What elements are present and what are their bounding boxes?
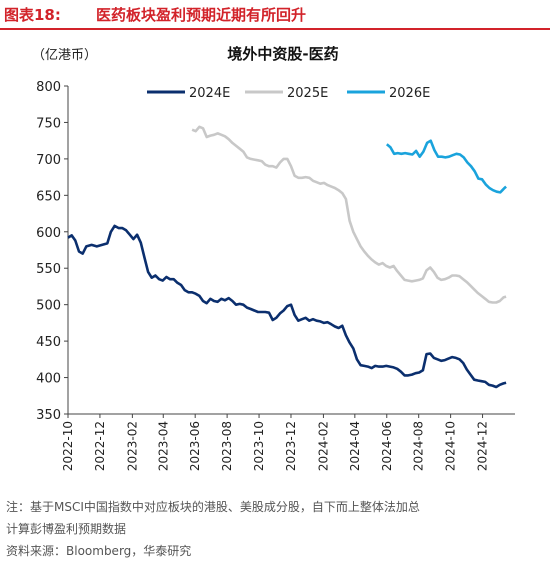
- y-tick-label: 700: [36, 153, 61, 168]
- y-unit-label: （亿港币）: [32, 48, 97, 63]
- y-tick-label: 800: [36, 80, 61, 95]
- figure-title: 医药板块盈利预期近期有所回升: [96, 6, 307, 24]
- x-tick-label: 2024-06: [380, 421, 394, 471]
- footnotes: 注：基于MSCI中国指数中对应板块的港股、美股成分股，自下而上整体法加总 计算彭…: [6, 496, 546, 562]
- x-tick-label: 2022-12: [93, 421, 107, 471]
- x-tick-label: 2023-04: [156, 421, 170, 471]
- y-tick-label: 350: [36, 408, 61, 423]
- x-tick-label: 2024-08: [412, 421, 426, 471]
- legend: 2024E 2025E 2026E: [147, 86, 430, 101]
- source-note: 资料来源：Bloomberg，华泰研究: [6, 544, 192, 558]
- y-tick-label: 750: [36, 116, 61, 131]
- series-line-2025e: [191, 125, 507, 304]
- x-tick-label: 2023-02: [125, 421, 139, 471]
- x-tick-label: 2022-10: [61, 421, 75, 471]
- note-line-1: 注：基于MSCI中国指数中对应板块的港股、美股成分股，自下而上整体法加总: [6, 500, 420, 514]
- axes: 350 400 450 500 550 600 650 700 750 800 2022-10 202…: [36, 80, 515, 471]
- series-lines: [67, 125, 507, 389]
- legend-label-2026e: 2026E: [389, 86, 430, 101]
- y-tick-label: 550: [36, 262, 61, 277]
- y-tick-label: 400: [36, 372, 61, 387]
- y-tick-label: 650: [36, 189, 61, 204]
- series-line-2024e: [67, 224, 507, 389]
- x-tick-label: 2023-08: [220, 421, 234, 471]
- x-tick-label: 2024-04: [348, 421, 362, 471]
- y-tick-label: 600: [36, 226, 61, 241]
- series-line-2026e: [385, 139, 507, 194]
- line-chart: （亿港币） 境外中资股-医药 2024E 2025E 2026E 350 400 450…: [32, 45, 515, 471]
- legend-label-2024e: 2024E: [189, 86, 230, 101]
- x-tick-label: 2024-10: [444, 421, 458, 471]
- x-tick-label: 2024-02: [316, 421, 330, 471]
- chart-title: 境外中资股-医药: [227, 45, 338, 63]
- y-tick-label: 450: [36, 335, 61, 350]
- x-tick-label: 2023-10: [252, 421, 266, 471]
- legend-label-2025e: 2025E: [287, 86, 328, 101]
- figure-title-bar: 图表18: 医药板块盈利预期近期有所回升: [0, 0, 550, 30]
- figure-label: 图表18:: [4, 6, 61, 24]
- y-tick-label: 500: [36, 299, 61, 314]
- x-tick-label: 2024-12: [476, 421, 490, 471]
- note-line-2: 计算彭博盈利预期数据: [6, 522, 127, 536]
- x-tick-label: 2023-12: [284, 421, 298, 471]
- x-tick-label: 2023-06: [188, 421, 202, 471]
